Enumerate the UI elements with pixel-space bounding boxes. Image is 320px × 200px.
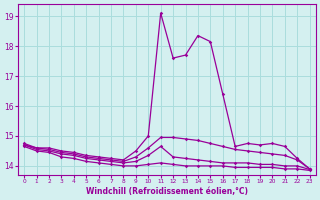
X-axis label: Windchill (Refroidissement éolien,°C): Windchill (Refroidissement éolien,°C) — [86, 187, 248, 196]
